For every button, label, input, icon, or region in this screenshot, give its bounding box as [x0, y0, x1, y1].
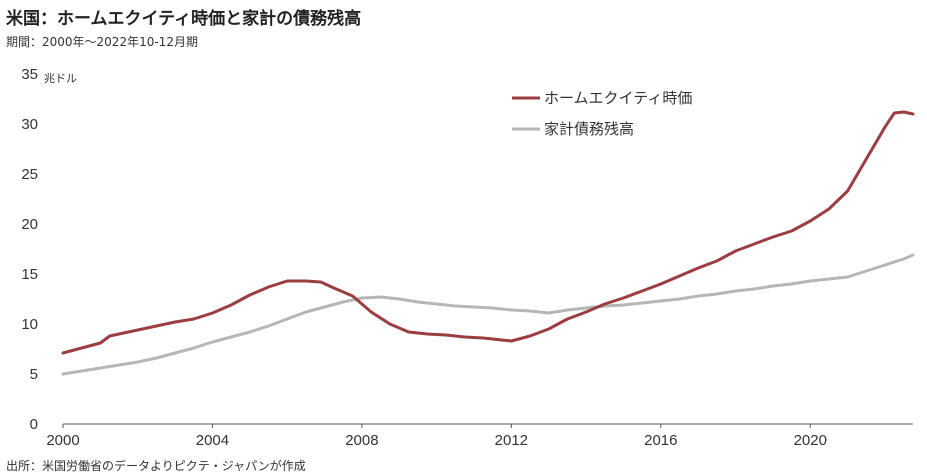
y-tick-label: 5: [30, 366, 38, 383]
y-tick-label: 25: [21, 166, 38, 183]
chart-title: 米国：ホームエクイティ時価と家計の債務残高: [6, 9, 362, 29]
x-tick-label: 2012: [495, 432, 528, 449]
y-unit-label: 兆ドル: [44, 72, 77, 85]
legend-label: ホームエクイティ時価: [544, 89, 692, 107]
series-group: [61, 110, 915, 376]
x-axis: 2000 2004 2008 2012 2016 2020: [46, 423, 913, 449]
y-tick-label: 15: [21, 266, 38, 283]
y-tick-label: 35: [21, 66, 38, 83]
chart-subtitle: 期間：2000年～2022年10-12月期: [6, 35, 198, 49]
source-note: 出所：米国労働省のデータよりピクテ・ジャパンが作成: [6, 459, 306, 473]
x-tick-label: 2004: [196, 432, 229, 449]
y-tick-label: 10: [21, 316, 38, 333]
y-tick-label: 20: [21, 216, 38, 233]
series-line: [61, 253, 915, 376]
y-axis: 0 5 10 15 20 25 30 35: [21, 66, 38, 433]
x-tick-label: 2020: [794, 432, 827, 449]
y-tick-label: 0: [30, 416, 38, 433]
y-tick-label: 30: [21, 116, 38, 133]
x-tick-label: 2008: [345, 432, 378, 449]
legend-label: 家計債務残高: [544, 120, 634, 138]
series-line: [61, 110, 915, 355]
x-tick-label: 2016: [644, 432, 677, 449]
x-tick-label: 2000: [46, 432, 79, 449]
